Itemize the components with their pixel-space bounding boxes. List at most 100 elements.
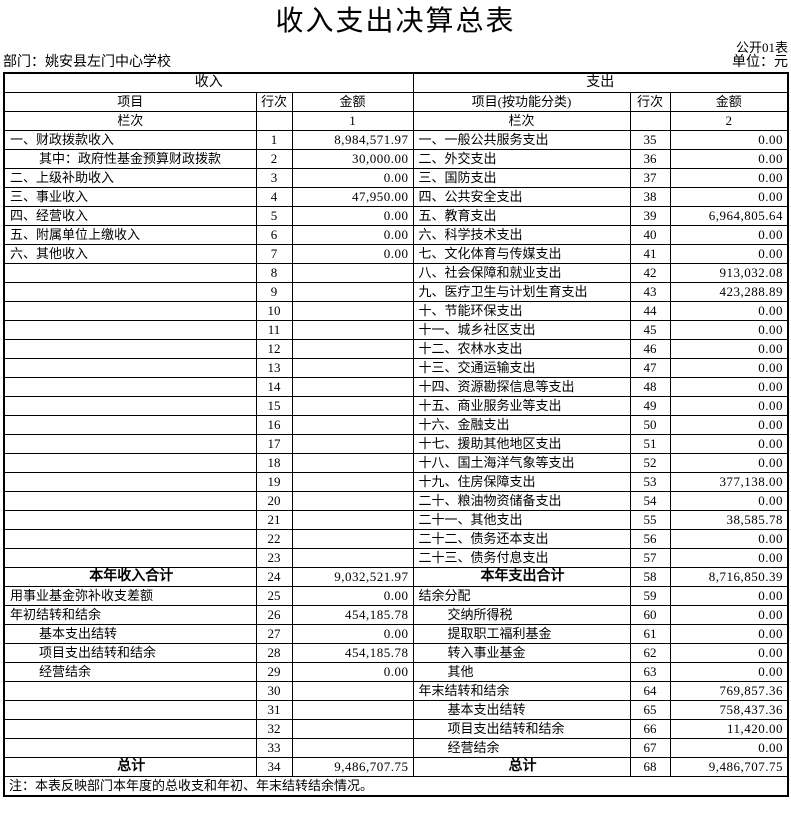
income-column-number: 1 bbox=[291, 111, 414, 131]
table-row: 二、上级补助收入 3 0.00 三、国防支出 37 0.00 bbox=[3, 168, 789, 188]
expense-amount-cell: 423,288.89 bbox=[669, 282, 789, 302]
table-row: 33 经营结余 67 0.00 bbox=[3, 738, 789, 758]
expense-line-cell: 38 bbox=[629, 187, 671, 207]
income-item-cell bbox=[3, 681, 257, 701]
table-row: 32 项目支出结转和结余 66 11,420.00 bbox=[3, 719, 789, 739]
income-line-cell: 32 bbox=[255, 719, 293, 739]
expense-amount-cell: 9,486,707.75 bbox=[669, 757, 789, 777]
empty-cell bbox=[629, 111, 671, 131]
expense-line-cell: 50 bbox=[629, 415, 671, 435]
income-item-cell bbox=[3, 719, 257, 739]
income-item-cell bbox=[3, 472, 257, 492]
income-amount-cell bbox=[291, 415, 414, 435]
unit-label: 单位：元 bbox=[732, 55, 788, 70]
table-row: 9 九、医疗卫生与计划生育支出 43 423,288.89 bbox=[3, 282, 789, 302]
income-item-cell: 二、上级补助收入 bbox=[3, 168, 257, 188]
income-line-cell: 5 bbox=[255, 206, 293, 226]
income-line-cell: 16 bbox=[255, 415, 293, 435]
expense-item-cell: 八、社会保障和就业支出 bbox=[412, 263, 631, 283]
table-row: 18 十八、国土海洋气象等支出 52 0.00 bbox=[3, 453, 789, 473]
expense-column-number: 2 bbox=[669, 111, 789, 131]
expense-amount-cell: 38,585.78 bbox=[669, 510, 789, 530]
table-row: 六、其他收入 7 0.00 七、文化体育与传媒支出 41 0.00 bbox=[3, 244, 789, 264]
income-item-cell: 本年收入合计 bbox=[3, 567, 257, 587]
expense-amount-cell: 11,420.00 bbox=[669, 719, 789, 739]
expense-amount-cell: 0.00 bbox=[669, 643, 789, 663]
expense-item-cell: 基本支出结转 bbox=[412, 700, 631, 720]
expense-item-cell: 总计 bbox=[412, 757, 631, 777]
expense-line-cell: 42 bbox=[629, 263, 671, 283]
income-amount-cell bbox=[291, 434, 414, 454]
table-row: 基本支出结转 27 0.00 提取职工福利基金 61 0.00 bbox=[3, 624, 789, 644]
expense-item-cell: 九、医疗卫生与计划生育支出 bbox=[412, 282, 631, 302]
expense-line-cell: 44 bbox=[629, 301, 671, 321]
table-row: 本年收入合计 24 9,032,521.97 本年支出合计 58 8,716,850.39 bbox=[3, 567, 789, 587]
expense-item-cell: 二、外交支出 bbox=[412, 149, 631, 169]
income-line-cell: 2 bbox=[255, 149, 293, 169]
expense-amount-cell: 0.00 bbox=[669, 415, 789, 435]
table-row: 21 二十一、其他支出 55 38,585.78 bbox=[3, 510, 789, 530]
income-amount-cell bbox=[291, 453, 414, 473]
table-row: 8 八、社会保障和就业支出 42 913,032.08 bbox=[3, 263, 789, 283]
expense-line-cell: 40 bbox=[629, 225, 671, 245]
table-row: 五、附属单位上缴收入 6 0.00 六、科学技术支出 40 0.00 bbox=[3, 225, 789, 245]
income-item-cell bbox=[3, 301, 257, 321]
income-line-cell: 26 bbox=[255, 605, 293, 625]
income-item-header: 项目 bbox=[3, 92, 257, 112]
expense-line-cell: 53 bbox=[629, 472, 671, 492]
expense-item-cell: 七、文化体育与传媒支出 bbox=[412, 244, 631, 264]
expense-line-cell: 56 bbox=[629, 529, 671, 549]
expense-amount-cell: 0.00 bbox=[669, 358, 789, 378]
expense-line-cell: 45 bbox=[629, 320, 671, 340]
expense-amount-cell: 0.00 bbox=[669, 548, 789, 568]
income-line-cell: 31 bbox=[255, 700, 293, 720]
income-item-cell bbox=[3, 339, 257, 359]
income-line-cell: 24 bbox=[255, 567, 293, 587]
expense-line-cell: 47 bbox=[629, 358, 671, 378]
income-line-cell: 28 bbox=[255, 643, 293, 663]
income-line-cell: 18 bbox=[255, 453, 293, 473]
expense-amount-cell: 0.00 bbox=[669, 396, 789, 416]
income-amount-cell bbox=[291, 377, 414, 397]
income-line-cell: 33 bbox=[255, 738, 293, 758]
expense-line-cell: 55 bbox=[629, 510, 671, 530]
income-line-cell: 17 bbox=[255, 434, 293, 454]
expense-amount-cell: 8,716,850.39 bbox=[669, 567, 789, 587]
income-item-cell bbox=[3, 263, 257, 283]
expense-item-cell: 二十一、其他支出 bbox=[412, 510, 631, 530]
income-item-cell: 年初结转和结余 bbox=[3, 605, 257, 625]
income-line-cell: 22 bbox=[255, 529, 293, 549]
expense-item-cell: 二十三、债务付息支出 bbox=[412, 548, 631, 568]
expense-line-cell: 66 bbox=[629, 719, 671, 739]
expense-amount-cell: 0.00 bbox=[669, 529, 789, 549]
expense-line-cell: 36 bbox=[629, 149, 671, 169]
income-item-cell: 经营结余 bbox=[3, 662, 257, 682]
expense-line-cell: 61 bbox=[629, 624, 671, 644]
expense-amount-cell: 0.00 bbox=[669, 168, 789, 188]
expense-item-cell: 十三、交通运输支出 bbox=[412, 358, 631, 378]
table-row: 15 十五、商业服务业等支出 49 0.00 bbox=[3, 396, 789, 416]
income-line-cell: 29 bbox=[255, 662, 293, 682]
income-amount-cell bbox=[291, 358, 414, 378]
income-amount-cell: 8,984,571.97 bbox=[291, 130, 414, 150]
expense-amount-cell: 0.00 bbox=[669, 225, 789, 245]
expense-item-cell: 四、公共安全支出 bbox=[412, 187, 631, 207]
footnote-text: 注：本表反映部门本年度的总收支和年初、年末结转结余情况。 bbox=[3, 776, 789, 797]
table-row: 22 二十二、债务还本支出 56 0.00 bbox=[3, 529, 789, 549]
report-page: 收入支出决算总表 公开01表 部门：姚安县左门中心学校 单位：元 收入 支出 项… bbox=[3, 6, 790, 797]
income-amount-cell: 0.00 bbox=[291, 225, 414, 245]
income-item-cell: 其中：政府性基金预算财政拨款 bbox=[3, 149, 257, 169]
income-line-cell: 27 bbox=[255, 624, 293, 644]
expense-item-cell: 十二、农林水支出 bbox=[412, 339, 631, 359]
expense-item-cell: 五、教育支出 bbox=[412, 206, 631, 226]
form-number-label: 公开01表 bbox=[735, 40, 788, 55]
expense-amount-cell: 0.00 bbox=[669, 738, 789, 758]
expense-line-cell: 43 bbox=[629, 282, 671, 302]
expense-line-cell: 52 bbox=[629, 453, 671, 473]
income-amount-cell: 0.00 bbox=[291, 168, 414, 188]
table-row: 14 十四、资源勘探信息等支出 48 0.00 bbox=[3, 377, 789, 397]
table-row: 23 二十三、债务付息支出 57 0.00 bbox=[3, 548, 789, 568]
table-row: 年初结转和结余 26 454,185.78 交纳所得税 60 0.00 bbox=[3, 605, 789, 625]
income-line-cell: 23 bbox=[255, 548, 293, 568]
income-amount-cell: 0.00 bbox=[291, 662, 414, 682]
